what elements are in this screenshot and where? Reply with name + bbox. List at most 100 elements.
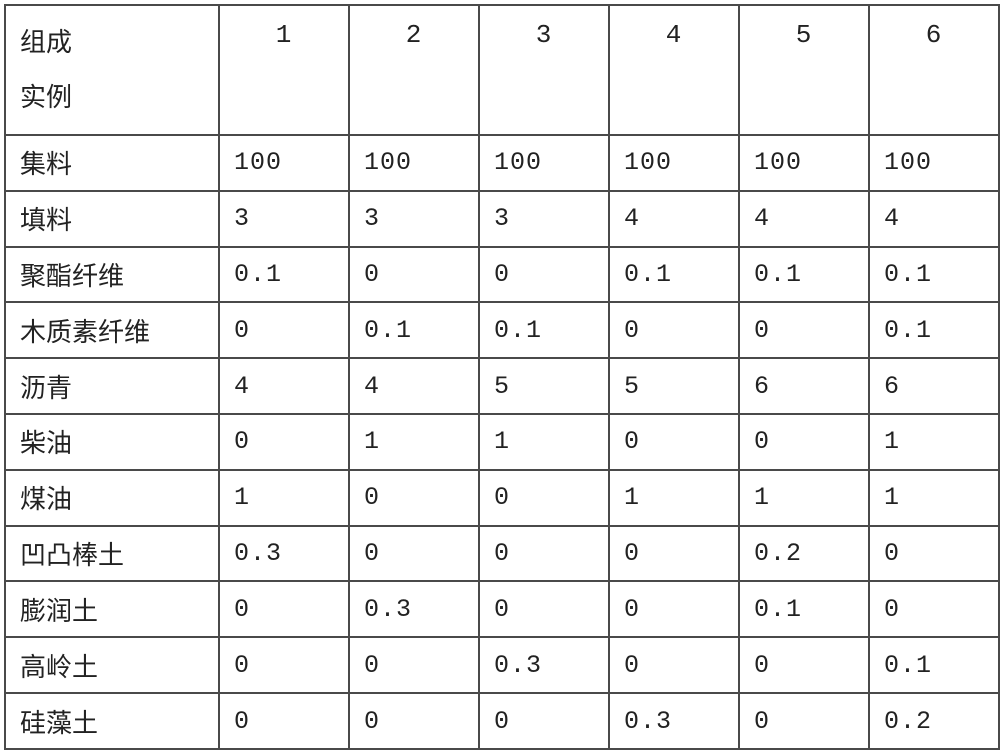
cell: 6 xyxy=(739,358,869,414)
cell: 0.1 xyxy=(349,302,479,358)
table-row: 聚酯纤维 0.1 0 0 0.1 0.1 0.1 xyxy=(5,247,999,303)
cell: 0 xyxy=(219,693,349,749)
cell: 1 xyxy=(869,470,999,526)
cell: 0.2 xyxy=(739,526,869,582)
cell: 0 xyxy=(349,470,479,526)
cell: 0 xyxy=(869,526,999,582)
cell: 0 xyxy=(219,581,349,637)
cell: 3 xyxy=(479,191,609,247)
cell: 0.1 xyxy=(869,302,999,358)
header-label-line1: 组成 xyxy=(20,16,204,71)
row-label: 集料 xyxy=(5,135,219,191)
cell: 3 xyxy=(349,191,479,247)
cell: 100 xyxy=(869,135,999,191)
cell: 0 xyxy=(739,693,869,749)
row-label: 煤油 xyxy=(5,470,219,526)
cell: 0 xyxy=(479,581,609,637)
header-col-6: 6 xyxy=(869,5,999,135)
cell: 0.1 xyxy=(869,247,999,303)
composition-table: 组成 实例 1 2 3 4 5 6 集料 100 100 100 100 100… xyxy=(4,4,1000,750)
cell: 0 xyxy=(739,414,869,470)
cell: 100 xyxy=(609,135,739,191)
table-row: 煤油 1 0 0 1 1 1 xyxy=(5,470,999,526)
cell: 0 xyxy=(609,581,739,637)
cell: 5 xyxy=(479,358,609,414)
table-row: 填料 3 3 3 4 4 4 xyxy=(5,191,999,247)
table-header-row: 组成 实例 1 2 3 4 5 6 xyxy=(5,5,999,135)
table-row: 柴油 0 1 1 0 0 1 xyxy=(5,414,999,470)
cell: 0.3 xyxy=(349,581,479,637)
cell: 0 xyxy=(479,247,609,303)
cell: 0 xyxy=(739,637,869,693)
cell: 0 xyxy=(479,526,609,582)
cell: 4 xyxy=(609,191,739,247)
cell: 100 xyxy=(349,135,479,191)
row-label: 聚酯纤维 xyxy=(5,247,219,303)
cell: 100 xyxy=(739,135,869,191)
header-label-line2: 实例 xyxy=(20,71,204,126)
row-label: 柴油 xyxy=(5,414,219,470)
row-label: 硅藻土 xyxy=(5,693,219,749)
cell: 1 xyxy=(869,414,999,470)
table-row: 膨润土 0 0.3 0 0 0.1 0 xyxy=(5,581,999,637)
cell: 1 xyxy=(609,470,739,526)
header-col-4: 4 xyxy=(609,5,739,135)
row-label: 高岭土 xyxy=(5,637,219,693)
cell: 0.2 xyxy=(869,693,999,749)
cell: 0 xyxy=(219,302,349,358)
header-col-5: 5 xyxy=(739,5,869,135)
composition-table-container: 组成 实例 1 2 3 4 5 6 集料 100 100 100 100 100… xyxy=(0,0,1000,754)
cell: 100 xyxy=(479,135,609,191)
row-label: 填料 xyxy=(5,191,219,247)
cell: 4 xyxy=(219,358,349,414)
cell: 100 xyxy=(219,135,349,191)
cell: 0 xyxy=(349,247,479,303)
header-col-3: 3 xyxy=(479,5,609,135)
cell: 0.1 xyxy=(479,302,609,358)
cell: 0.1 xyxy=(739,247,869,303)
cell: 0 xyxy=(219,637,349,693)
cell: 0.3 xyxy=(479,637,609,693)
row-label: 沥青 xyxy=(5,358,219,414)
cell: 0.1 xyxy=(219,247,349,303)
cell: 0.3 xyxy=(219,526,349,582)
cell: 4 xyxy=(869,191,999,247)
table-row: 木质素纤维 0 0.1 0.1 0 0 0.1 xyxy=(5,302,999,358)
header-col-1: 1 xyxy=(219,5,349,135)
cell: 0 xyxy=(349,526,479,582)
cell: 1 xyxy=(219,470,349,526)
cell: 0 xyxy=(609,302,739,358)
cell: 0 xyxy=(349,693,479,749)
table-row: 硅藻土 0 0 0 0.3 0 0.2 xyxy=(5,693,999,749)
cell: 0 xyxy=(869,581,999,637)
cell: 4 xyxy=(739,191,869,247)
cell: 0 xyxy=(609,414,739,470)
row-label: 膨润土 xyxy=(5,581,219,637)
cell: 3 xyxy=(219,191,349,247)
cell: 1 xyxy=(349,414,479,470)
cell: 0.3 xyxy=(609,693,739,749)
cell: 0 xyxy=(219,414,349,470)
table-row: 集料 100 100 100 100 100 100 xyxy=(5,135,999,191)
cell: 0 xyxy=(349,637,479,693)
header-label-cell: 组成 实例 xyxy=(5,5,219,135)
cell: 0 xyxy=(739,302,869,358)
header-col-2: 2 xyxy=(349,5,479,135)
cell: 1 xyxy=(479,414,609,470)
row-label: 凹凸棒土 xyxy=(5,526,219,582)
cell: 0 xyxy=(479,470,609,526)
cell: 5 xyxy=(609,358,739,414)
cell: 0.1 xyxy=(739,581,869,637)
cell: 0.1 xyxy=(609,247,739,303)
row-label: 木质素纤维 xyxy=(5,302,219,358)
cell: 0 xyxy=(609,526,739,582)
cell: 1 xyxy=(739,470,869,526)
table-row: 高岭土 0 0 0.3 0 0 0.1 xyxy=(5,637,999,693)
cell: 0.1 xyxy=(869,637,999,693)
cell: 0 xyxy=(479,693,609,749)
cell: 0 xyxy=(609,637,739,693)
table-row: 沥青 4 4 5 5 6 6 xyxy=(5,358,999,414)
cell: 6 xyxy=(869,358,999,414)
cell: 4 xyxy=(349,358,479,414)
table-row: 凹凸棒土 0.3 0 0 0 0.2 0 xyxy=(5,526,999,582)
